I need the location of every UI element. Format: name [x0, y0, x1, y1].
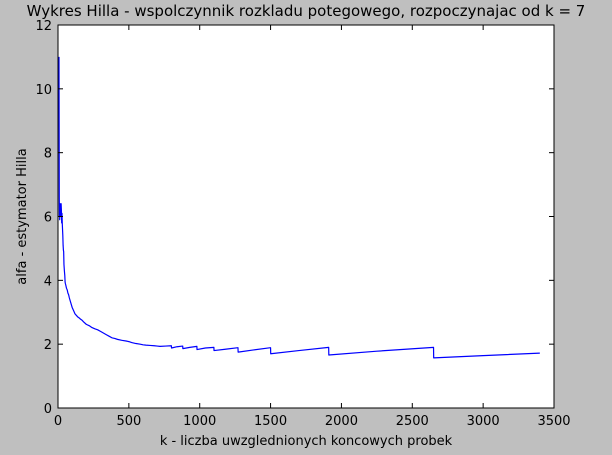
- plot-area: [58, 25, 554, 408]
- series-layer: [58, 56, 540, 359]
- y-tick-label: 10: [35, 83, 52, 98]
- x-tick-label: 2500: [396, 414, 429, 429]
- x-tick-label: 1500: [254, 414, 287, 429]
- chart-title: Wykres Hilla - wspolczynnik rozkladu pot…: [27, 2, 586, 20]
- x-tick-label: 0: [54, 414, 62, 429]
- x-tick-label: 500: [116, 414, 141, 429]
- x-axis-label: k - liczba uwzglednionych koncowych prob…: [160, 434, 453, 449]
- x-tick-label: 3000: [467, 414, 500, 429]
- y-tick-label: 8: [44, 147, 52, 162]
- x-tick-label: 1000: [183, 414, 216, 429]
- y-tick-label: 0: [44, 402, 52, 417]
- y-tick-label: 4: [44, 274, 52, 289]
- y-tick-label: 12: [35, 19, 52, 34]
- x-axis-ticks: 0 500 1000 1500 2000 2500 3000 3500: [54, 25, 571, 429]
- y-tick-label: 2: [44, 338, 52, 353]
- x-tick-label: 3500: [537, 414, 570, 429]
- y-axis-ticks: 0 2 4 6 8 10 12: [35, 19, 554, 417]
- x-tick-label: 2000: [325, 414, 358, 429]
- y-tick-label: 6: [44, 211, 52, 226]
- y-axis-label: alfa - estymator Hilla: [15, 148, 30, 284]
- series-line-0: [58, 56, 540, 359]
